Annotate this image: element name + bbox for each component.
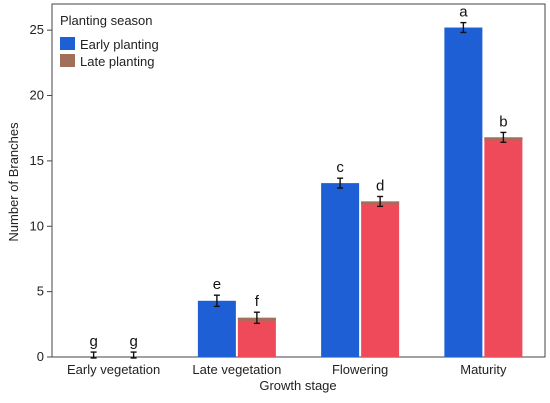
y-tick-label: 15 <box>30 153 44 168</box>
legend-title: Planting season <box>60 13 153 28</box>
y-tick-label: 10 <box>30 218 44 233</box>
bar <box>321 183 360 357</box>
error-bar <box>130 351 137 359</box>
significance-label: g <box>89 333 97 350</box>
y-tick-label: 5 <box>37 284 44 299</box>
significance-label: e <box>213 276 221 293</box>
x-axis: Early vegetation Late vegetation Flowering… <box>67 362 507 377</box>
x-tick-label: Maturity <box>460 362 507 377</box>
bar <box>197 300 236 357</box>
significance-label: b <box>499 113 507 130</box>
x-axis-title: Growth stage <box>259 378 336 393</box>
error-bar <box>460 21 467 34</box>
legend: Planting season Early planting Late plan… <box>60 13 159 69</box>
significance-label: g <box>129 333 137 350</box>
y-tick-label: 20 <box>30 88 44 103</box>
error-bar <box>500 131 507 143</box>
error-bar <box>213 294 220 308</box>
bar <box>237 317 276 357</box>
y-tick-label: 25 <box>30 22 44 37</box>
error-bar <box>253 311 260 325</box>
legend-swatch-late <box>60 54 75 67</box>
bars-group: g g e f c d a b <box>89 4 523 359</box>
significance-label: a <box>459 4 468 21</box>
y-tick-label: 0 <box>37 349 44 364</box>
y-axis-title: Number of Branches <box>6 122 21 242</box>
bar <box>444 27 483 358</box>
y-axis: 0 5 10 15 20 25 <box>30 22 52 364</box>
x-tick-label: Flowering <box>332 362 388 377</box>
error-bar <box>377 195 384 208</box>
x-tick-label: Early vegetation <box>67 362 160 377</box>
legend-label-early: Early planting <box>80 37 159 52</box>
legend-label-late: Late planting <box>80 54 154 69</box>
bar <box>361 201 400 357</box>
significance-label: f <box>255 293 260 310</box>
significance-label: d <box>376 177 384 194</box>
significance-label: c <box>336 159 344 176</box>
error-bar <box>337 177 344 189</box>
x-tick-label: Late vegetation <box>192 362 281 377</box>
error-bar <box>90 351 97 359</box>
bar <box>484 137 523 357</box>
legend-swatch-early <box>60 37 75 50</box>
plot-frame <box>51 3 546 358</box>
